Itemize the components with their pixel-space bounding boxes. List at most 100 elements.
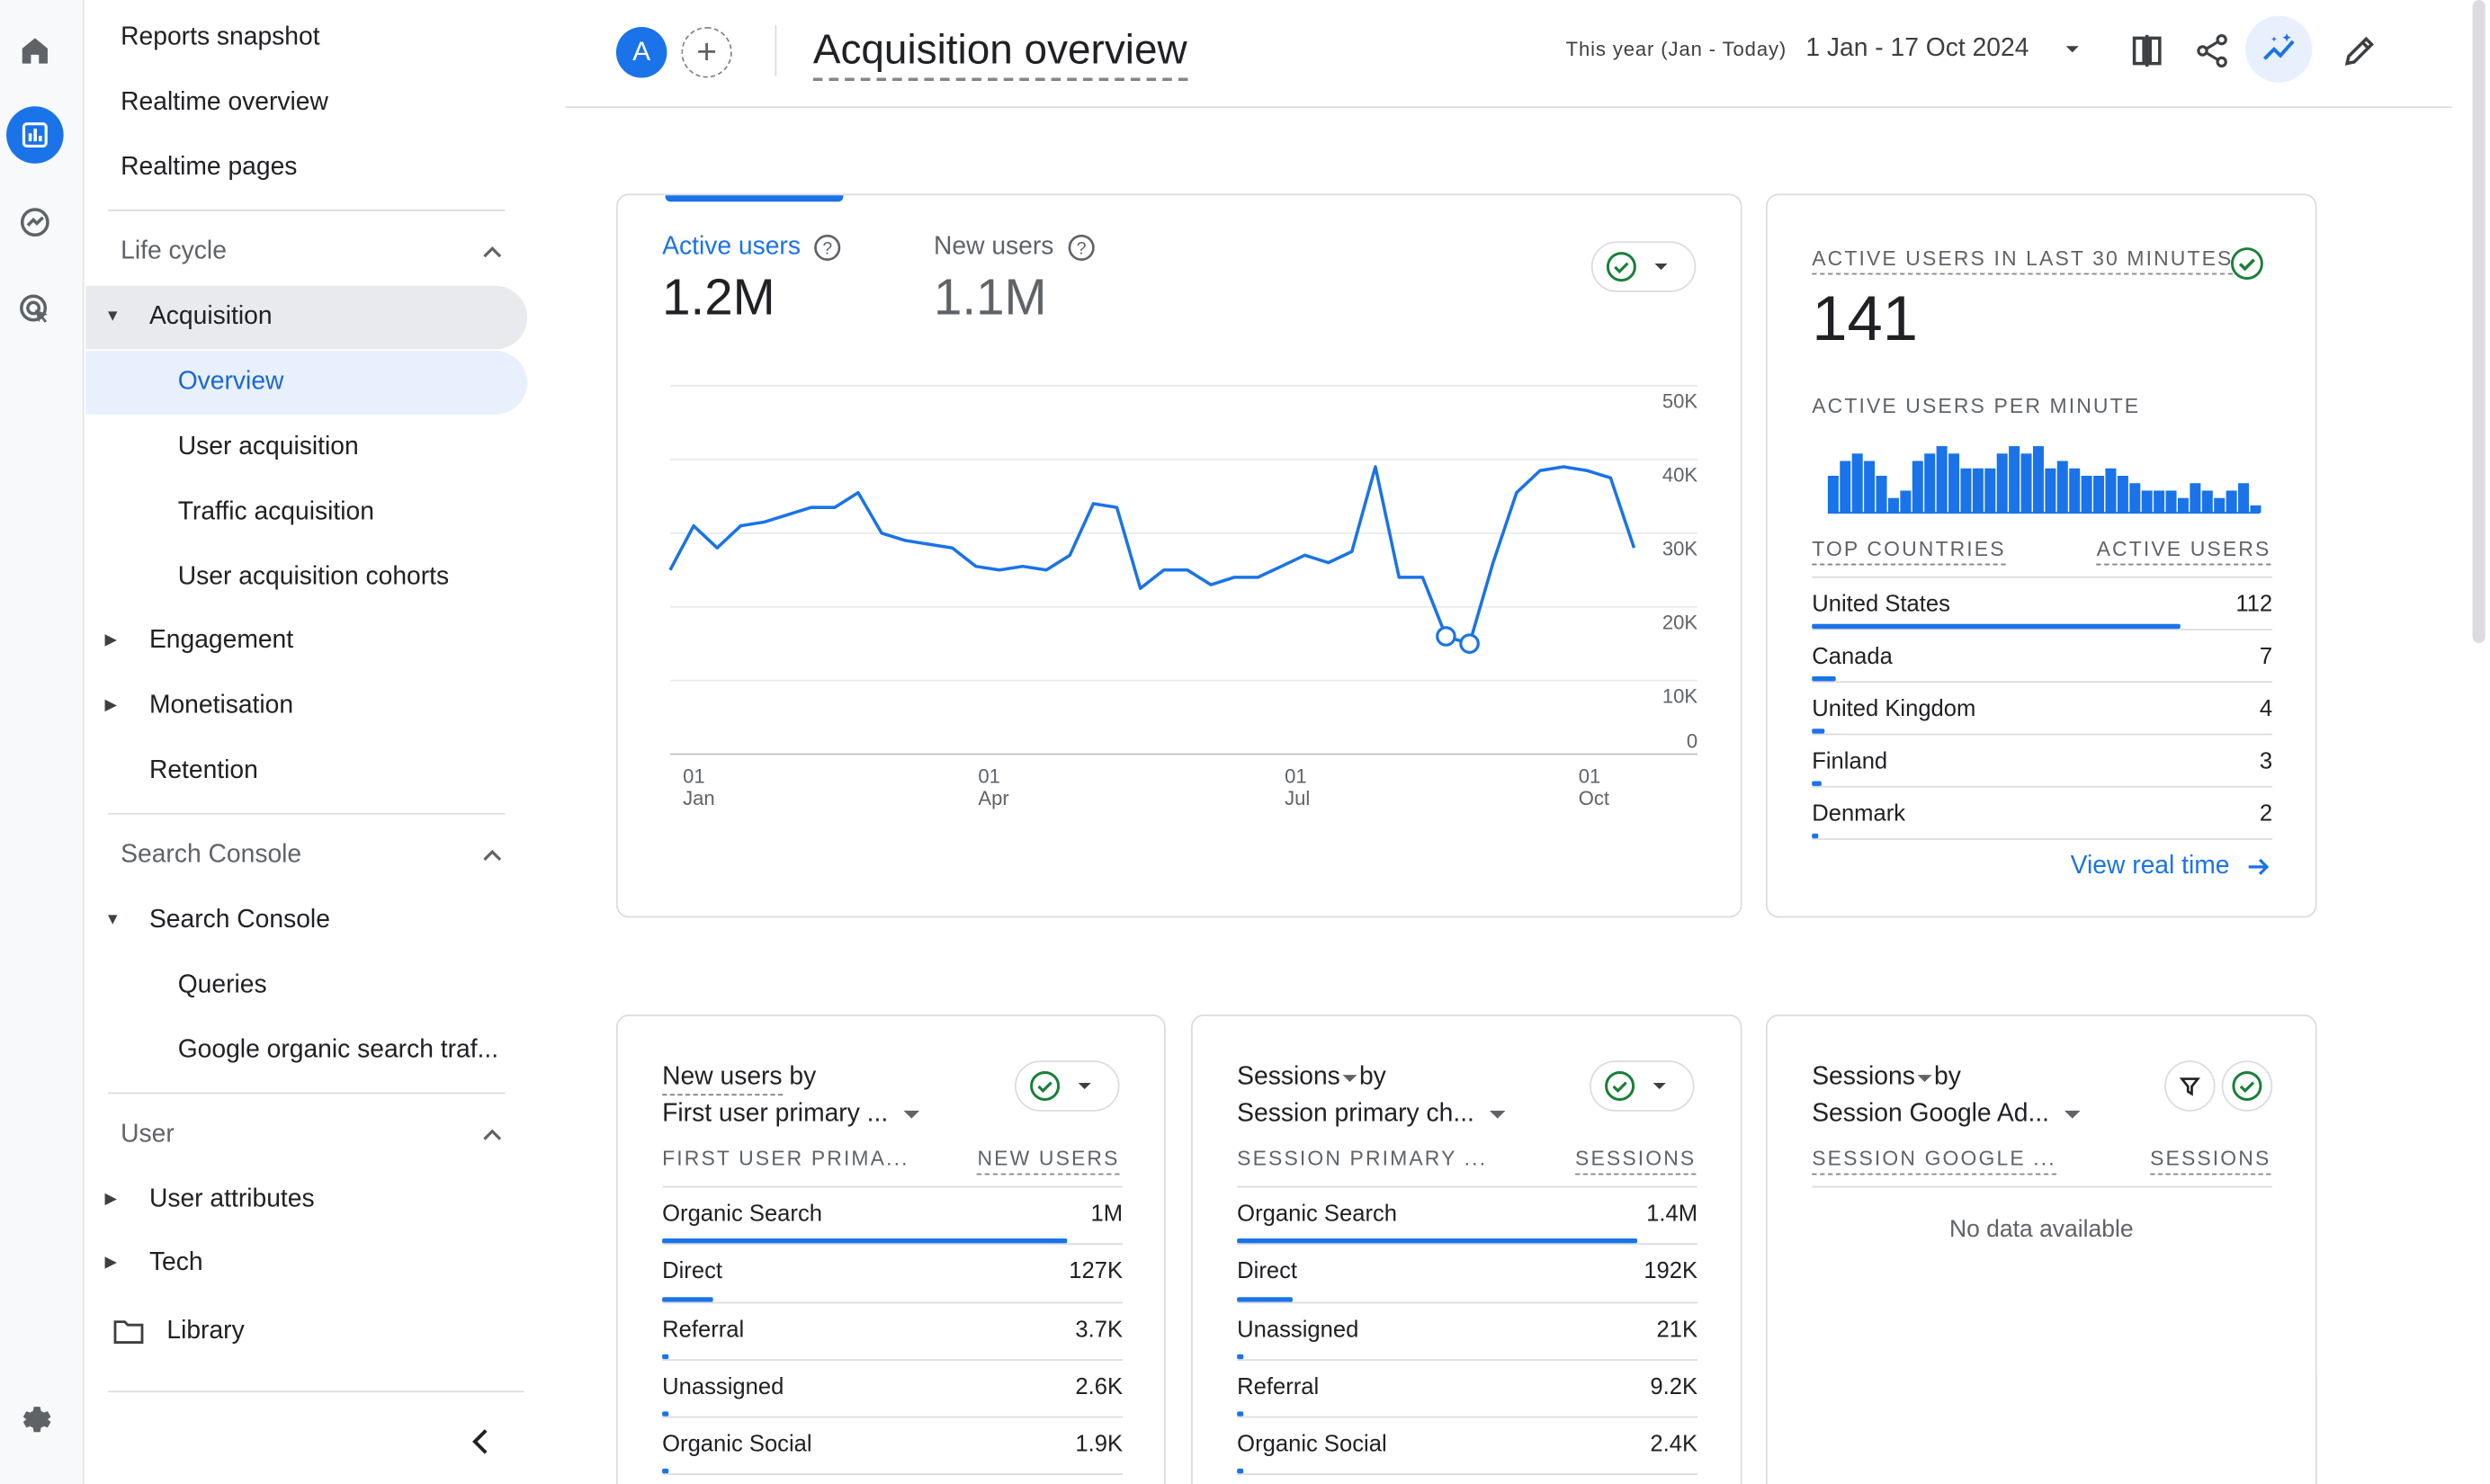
minute-bar[interactable] (2201, 490, 2213, 514)
col-dimension[interactable]: SESSION PRIMARY ... (1237, 1146, 1488, 1171)
nav-user-acquisition-cohorts[interactable]: User acquisition cohorts (177, 563, 450, 591)
table-row[interactable]: Finland 3 (1812, 735, 2273, 788)
section-life-cycle[interactable]: Life cycle (85, 220, 527, 284)
view-real-time-link[interactable]: View real time (2071, 853, 2271, 881)
date-range-picker[interactable]: This year (Jan - Today) 1 Jan - 17 Oct 2… (1566, 35, 2086, 64)
minute-bar[interactable] (2032, 446, 2044, 514)
check-circle-icon[interactable] (2221, 1060, 2273, 1112)
help-circle-icon[interactable]: ? (1067, 234, 1096, 263)
minute-bar[interactable] (1840, 460, 1851, 514)
page-title[interactable]: Acquisition overview (812, 25, 1187, 82)
minute-bar[interactable] (1827, 476, 1839, 514)
nav-google-organic-search-traffic[interactable]: Google organic search traf... (177, 1036, 499, 1064)
nav-search-console[interactable]: ▼ Search Console (85, 890, 527, 953)
add-comparison-button[interactable]: + (681, 27, 732, 78)
minute-bar[interactable] (1900, 490, 1912, 514)
minute-bar[interactable] (2069, 468, 2081, 514)
minute-bar[interactable] (1887, 497, 1899, 514)
minute-bar[interactable] (1864, 460, 1876, 514)
minute-bar[interactable] (2081, 476, 2092, 514)
minute-bar[interactable] (1876, 476, 1887, 514)
share-icon[interactable] (2183, 22, 2241, 80)
advertising-icon[interactable] (6, 281, 64, 338)
minute-bar[interactable] (1912, 460, 1923, 514)
check-circle-icon[interactable] (2229, 246, 2264, 282)
minute-bar[interactable] (2238, 483, 2250, 514)
nav-monetisation[interactable]: ▶ Monetisation (85, 675, 527, 738)
minute-bar[interactable] (2129, 483, 2141, 514)
nav-acquisition-overview[interactable]: Overview (85, 351, 528, 415)
help-circle-icon[interactable]: ? (813, 234, 842, 263)
minute-bar[interactable] (2154, 490, 2165, 514)
minute-bar[interactable] (2177, 497, 2189, 514)
insights-icon[interactable] (2245, 15, 2313, 83)
table-row[interactable]: Unassigned 21K (1237, 1303, 1698, 1361)
nav-acquisition[interactable]: ▼ Acquisition (85, 285, 528, 350)
minute-bar[interactable] (1972, 468, 1984, 514)
minute-bar[interactable] (2141, 490, 2153, 514)
minute-bar[interactable] (2105, 468, 2117, 514)
nav-library[interactable]: Library (85, 1301, 527, 1364)
card-title-metric[interactable]: Sessions (1812, 1063, 1915, 1091)
minute-bar[interactable] (2056, 460, 2068, 514)
table-row[interactable]: Organic Search 1M (662, 1187, 1124, 1246)
col-metric[interactable]: SESSIONS (1575, 1146, 1697, 1176)
card-title-metric[interactable]: Sessions (1237, 1063, 1340, 1091)
col-dimension[interactable]: FIRST USER PRIMA... (662, 1146, 909, 1171)
table-row[interactable]: Direct 127K (662, 1246, 1124, 1303)
reports-icon[interactable] (6, 106, 64, 164)
dropdown-arrow-icon[interactable] (1915, 1068, 1934, 1087)
nav-queries[interactable]: Queries (177, 971, 267, 999)
anomaly-point[interactable] (1459, 633, 1480, 654)
minute-bar[interactable] (1996, 453, 2008, 514)
filter-icon[interactable] (2164, 1060, 2216, 1112)
anomaly-point[interactable] (1436, 626, 1456, 647)
minute-bar[interactable] (1984, 468, 1996, 514)
table-row[interactable]: Referral 3.7K (662, 1303, 1124, 1361)
card-options-menu[interactable] (1590, 241, 1697, 292)
dimension-selector[interactable]: Session primary ch... (1237, 1100, 1509, 1129)
home-icon[interactable] (6, 22, 64, 80)
table-row[interactable]: Referral 9.2K (1237, 1361, 1698, 1418)
dimension-selector[interactable]: Session Google Ad... (1812, 1100, 2084, 1129)
minute-bar[interactable] (2250, 505, 2262, 514)
minute-bar[interactable] (2165, 490, 2177, 514)
section-user[interactable]: User (85, 1104, 527, 1167)
dimension-selector[interactable]: First user primary ... (662, 1100, 923, 1129)
nav-reports-snapshot[interactable]: Reports snapshot (121, 23, 320, 51)
nav-realtime-overview[interactable]: Realtime overview (121, 88, 328, 116)
minute-bar[interactable] (2214, 497, 2226, 514)
table-row[interactable]: Organic Search 1.4M (1237, 1187, 1698, 1246)
col-top-countries[interactable]: TOP COUNTRIES (1812, 536, 2006, 566)
table-row[interactable]: Direct 192K (1237, 1246, 1698, 1303)
minute-bar[interactable] (2190, 483, 2201, 514)
table-row[interactable]: Denmark 2 (1812, 788, 2273, 840)
nav-tech[interactable]: ▶ Tech (85, 1232, 527, 1296)
nav-retention[interactable]: Retention (148, 757, 258, 785)
minute-bar[interactable] (1851, 453, 1863, 514)
minute-bar[interactable] (2093, 476, 2105, 514)
nav-user-attributes[interactable]: ▶ User attributes (85, 1168, 527, 1232)
minute-bar[interactable] (1948, 453, 1960, 514)
page-scrollbar[interactable] (2472, 0, 2486, 643)
comparison-avatar[interactable]: A (615, 27, 667, 78)
table-row[interactable]: Canada 7 (1812, 630, 2273, 684)
col-active-users[interactable]: ACTIVE USERS (2096, 536, 2271, 566)
table-row[interactable]: Organic Social 2.4K (1237, 1418, 1698, 1476)
card-title-metric[interactable]: New users (662, 1063, 783, 1096)
nav-realtime-pages[interactable]: Realtime pages (121, 154, 298, 182)
minute-bar[interactable] (1960, 468, 1972, 514)
dropdown-arrow-icon[interactable] (1340, 1068, 1359, 1087)
table-row[interactable]: Unassigned 2.6K (662, 1361, 1124, 1418)
nav-user-acquisition[interactable]: User acquisition (177, 433, 359, 460)
minute-bar[interactable] (2226, 490, 2237, 514)
minute-bar[interactable] (2020, 453, 2032, 514)
table-row[interactable]: United Kingdom 4 (1812, 683, 2273, 736)
col-metric[interactable]: NEW USERS (977, 1146, 1120, 1176)
col-dimension[interactable]: SESSION GOOGLE ... (1812, 1146, 2056, 1176)
edit-pencil-icon[interactable] (2331, 22, 2388, 80)
compare-columns-icon[interactable] (2118, 22, 2176, 80)
nav-traffic-acquisition[interactable]: Traffic acquisition (177, 498, 374, 526)
explore-icon[interactable] (6, 193, 64, 251)
minute-bar[interactable] (2117, 476, 2128, 514)
